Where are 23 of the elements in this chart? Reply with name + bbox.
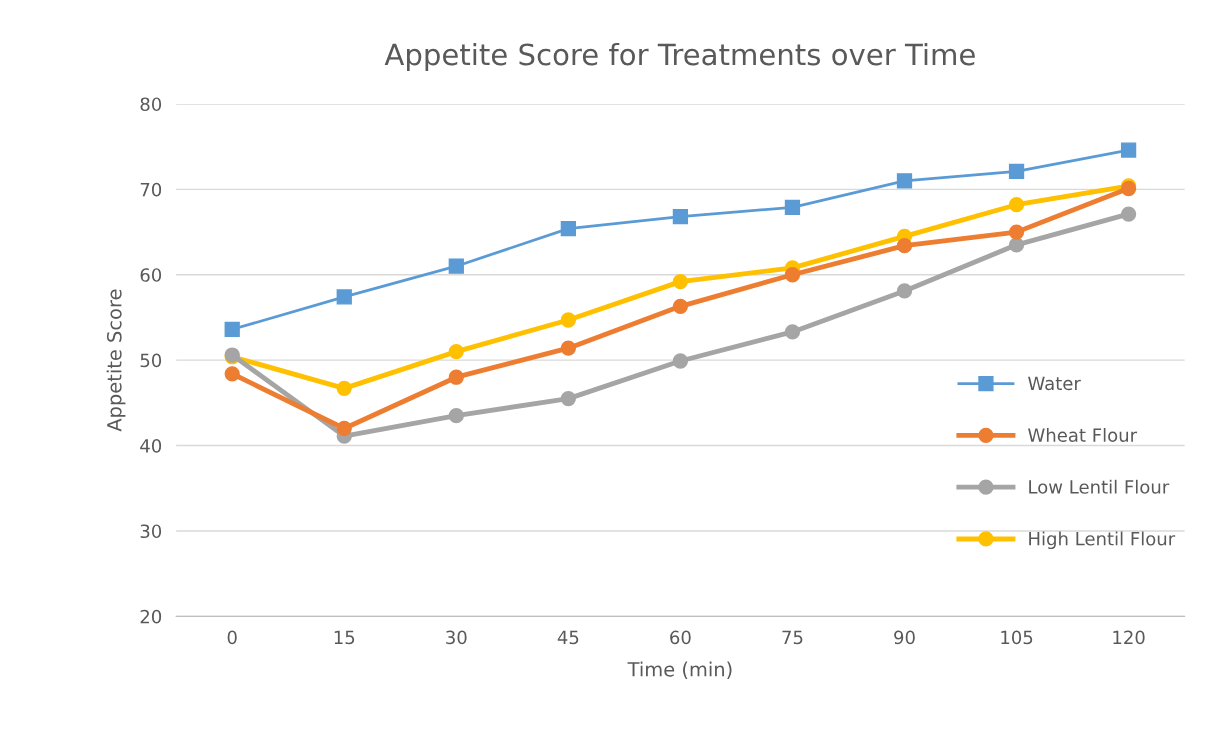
- legend-label: High Lentil Flour: [1029, 531, 1176, 550]
- y-tick-label: 20: [140, 609, 162, 624]
- legend-label: Low Lentil Flour: [1029, 479, 1170, 494]
- y-axis-title: Appetite Score: [106, 289, 126, 432]
- legend-label: Wheat Flour: [1028, 428, 1138, 442]
- x-tick-label: 30: [446, 630, 467, 645]
- y-tick-label: 40: [140, 439, 162, 453]
- x-tick-label: 45: [557, 630, 579, 645]
- y-tick-label: 80: [140, 97, 162, 112]
- y-tick-label: 60: [140, 268, 162, 282]
- x-axis-title: Time (min): [627, 661, 732, 679]
- x-tick-label: 0: [227, 630, 237, 645]
- y-tick-label: 70: [140, 182, 162, 197]
- legend-label: Water: [1028, 376, 1081, 391]
- x-tick-label: 15: [334, 630, 355, 645]
- chart-title: Appetite Score for Treatments over Time: [384, 42, 975, 72]
- x-tick-label: 90: [894, 630, 915, 645]
- y-tick-label: 50: [140, 353, 162, 368]
- y-tick-label: 30: [140, 524, 162, 539]
- x-tick-label: 105: [1001, 630, 1033, 645]
- x-tick-label: 75: [782, 630, 803, 645]
- x-tick-label: 60: [670, 630, 691, 645]
- x-tick-label: 120: [1113, 630, 1145, 645]
